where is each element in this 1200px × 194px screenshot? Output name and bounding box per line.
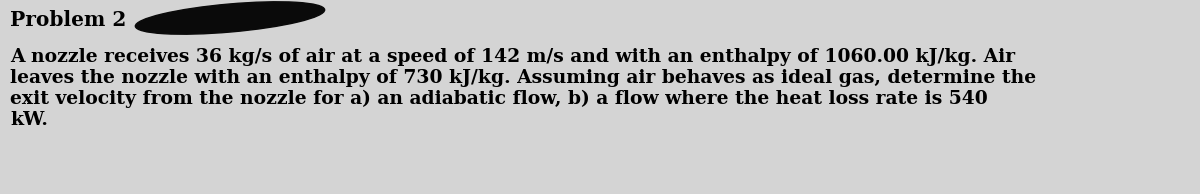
- Text: A nozzle receives 36 kg/s of air at a speed of 142 m/s and with an enthalpy of 1: A nozzle receives 36 kg/s of air at a sp…: [10, 48, 1015, 66]
- Text: Problem 2: Problem 2: [10, 10, 126, 30]
- Text: kW.: kW.: [10, 111, 48, 129]
- Ellipse shape: [136, 2, 325, 34]
- Text: leaves the nozzle with an enthalpy of 730 kJ/kg. Assuming air behaves as ideal g: leaves the nozzle with an enthalpy of 73…: [10, 69, 1036, 87]
- Text: exit velocity from the nozzle for a) an adiabatic flow, b) a flow where the heat: exit velocity from the nozzle for a) an …: [10, 90, 988, 108]
